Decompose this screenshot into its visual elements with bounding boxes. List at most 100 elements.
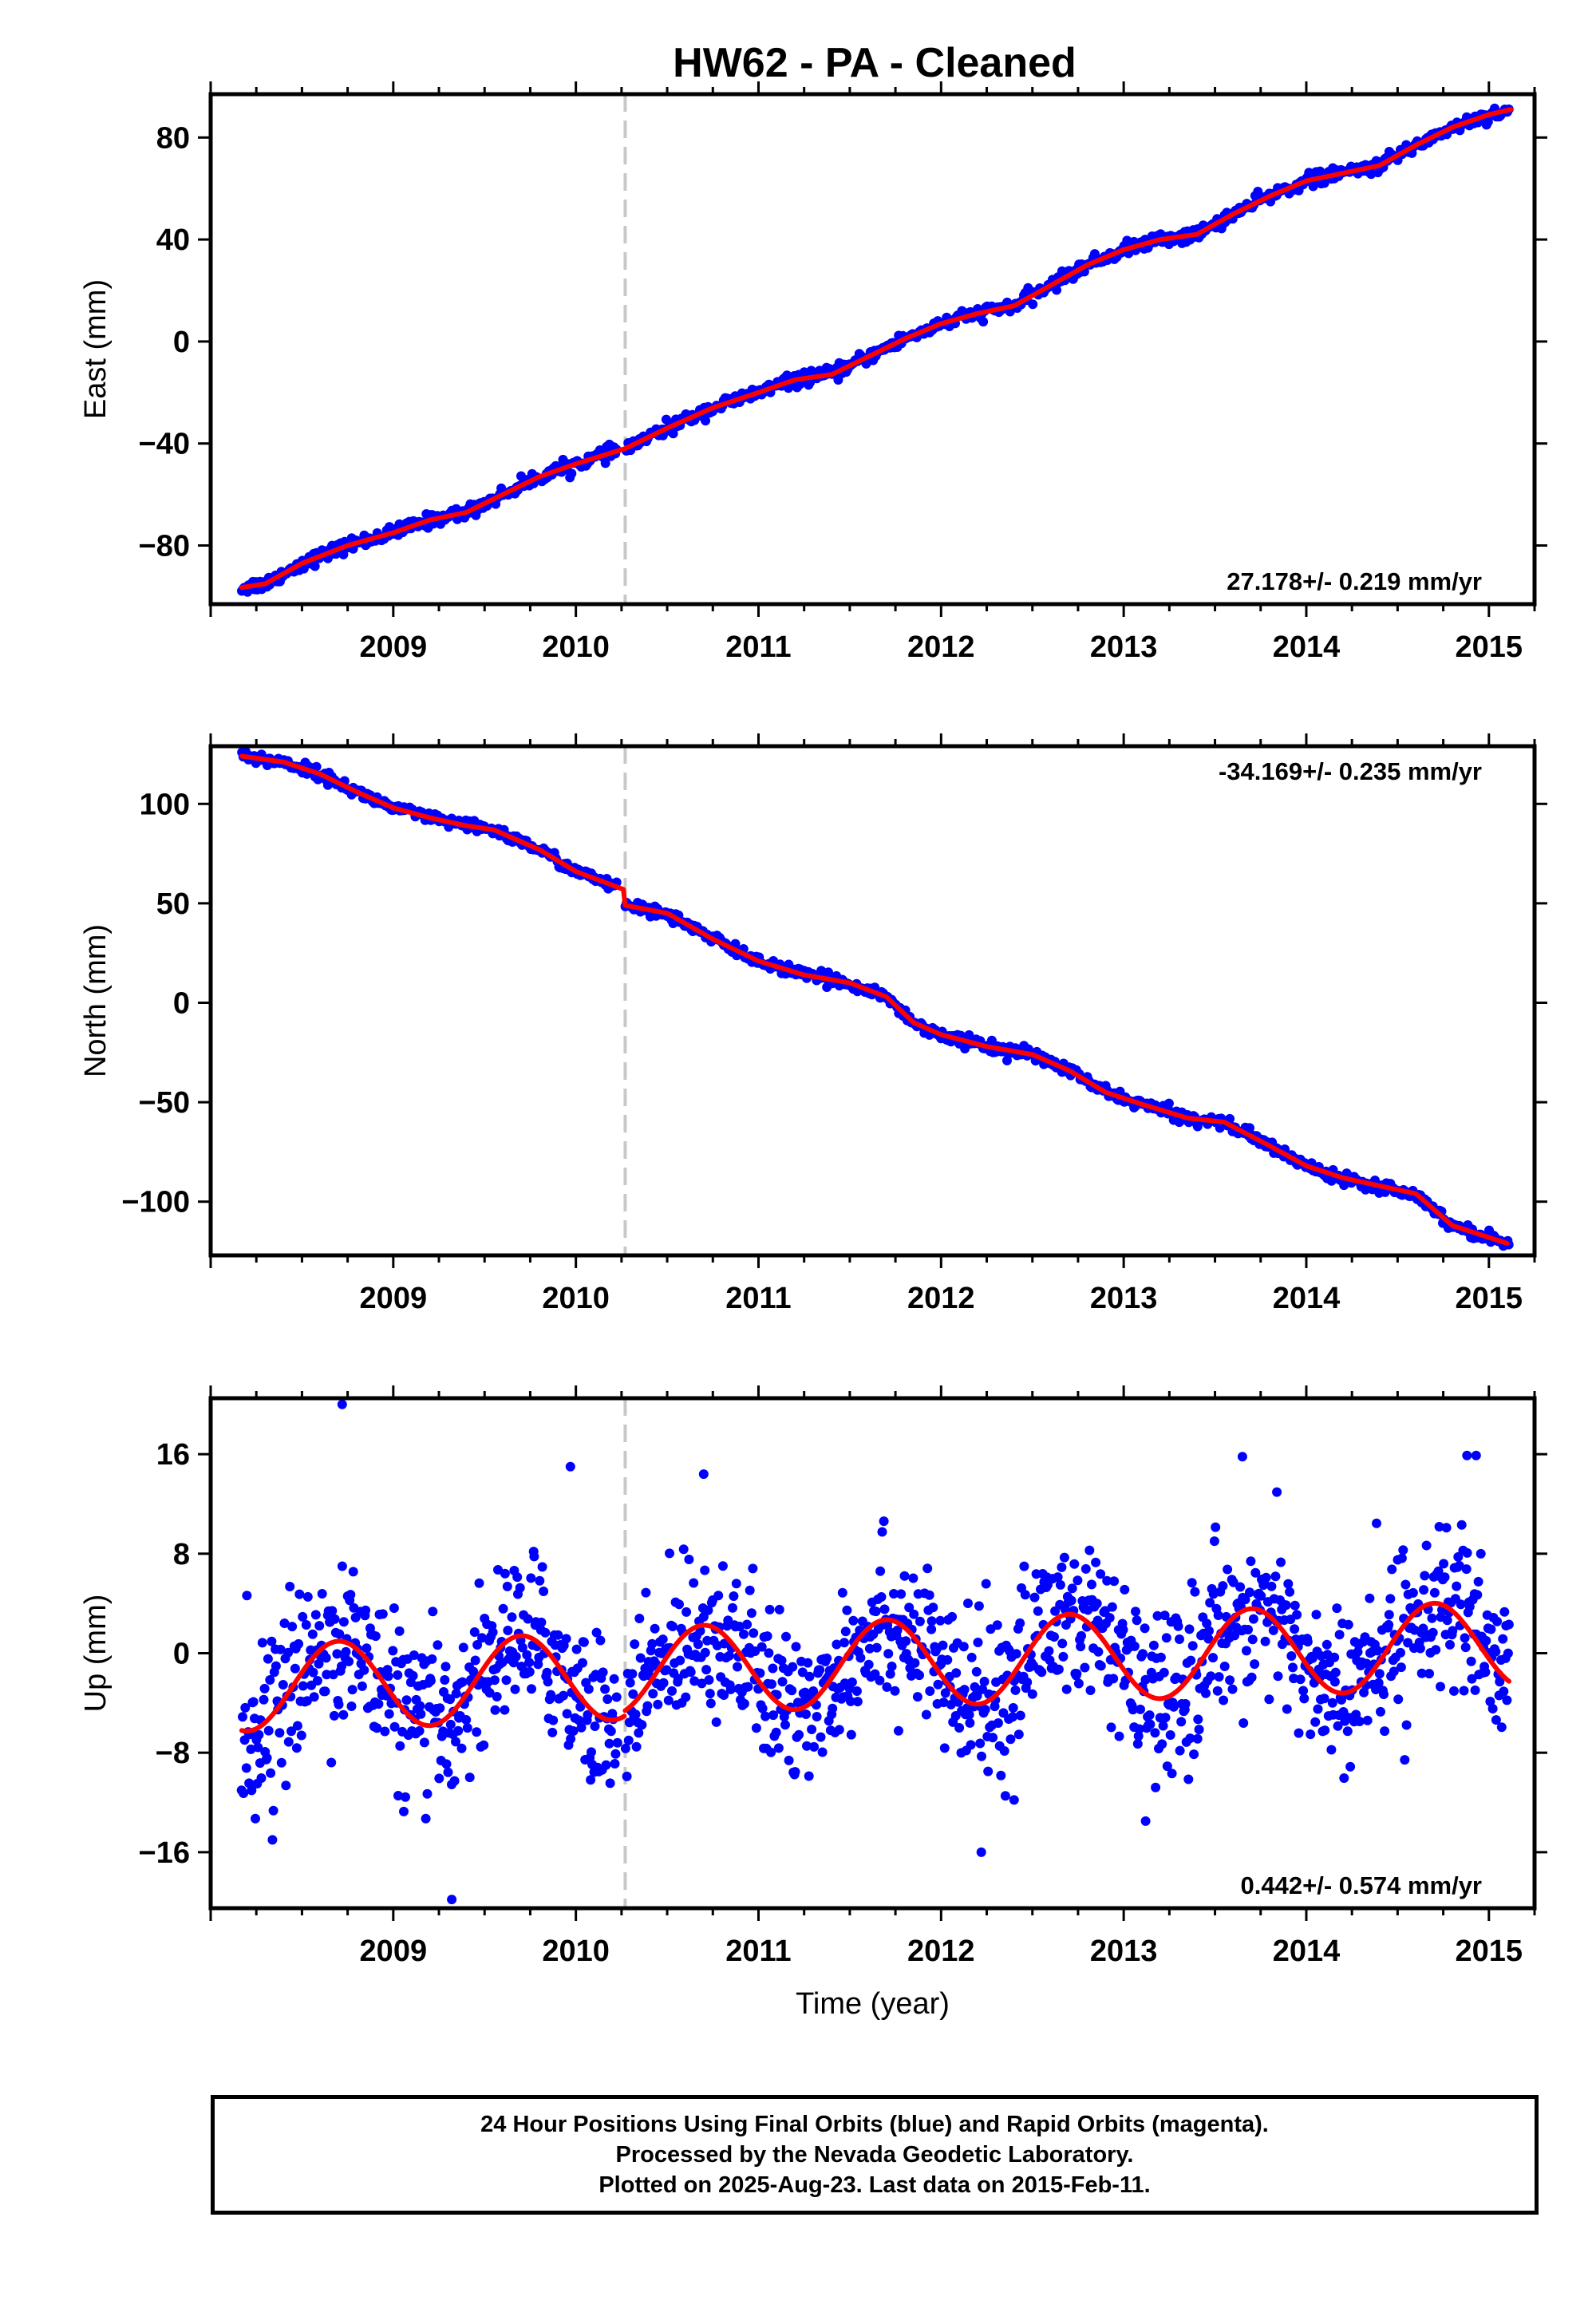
data-point — [1013, 1729, 1024, 1740]
data-point — [1343, 1619, 1353, 1630]
data-point — [1246, 1672, 1257, 1682]
data-point — [700, 1565, 710, 1575]
velocity-rate-label: 27.178+/- 0.219 mm/yr — [1227, 567, 1482, 595]
data-point — [1487, 1704, 1498, 1713]
data-point — [1260, 1636, 1270, 1646]
data-point — [253, 1742, 263, 1753]
data-point — [422, 1788, 433, 1799]
data-point — [1157, 1739, 1167, 1749]
data-point — [540, 1627, 551, 1638]
data-point — [490, 1705, 500, 1715]
data-point — [1161, 1633, 1171, 1643]
data-point — [337, 1661, 346, 1671]
data-point — [470, 1655, 480, 1666]
data-point — [1073, 1678, 1084, 1689]
data-point — [959, 1685, 970, 1695]
data-point — [1238, 1718, 1249, 1728]
data-point — [1456, 1520, 1467, 1530]
data-point — [1292, 1610, 1302, 1620]
data-point — [458, 1642, 468, 1653]
data-point — [719, 1690, 729, 1700]
x-tick-label: 2015 — [1456, 1935, 1523, 1968]
data-point — [1310, 1717, 1321, 1727]
data-point — [705, 1698, 716, 1709]
data-point — [1272, 1487, 1282, 1497]
data-point — [602, 1694, 613, 1705]
data-point — [507, 1612, 517, 1622]
data-point — [1108, 1674, 1119, 1684]
data-point — [922, 1563, 933, 1574]
data-point — [605, 1778, 615, 1788]
data-point — [1186, 1655, 1196, 1666]
data-point — [1250, 1567, 1261, 1578]
data-point — [851, 1686, 862, 1696]
data-point — [1333, 1721, 1343, 1731]
data-point — [751, 1723, 761, 1733]
data-point — [1290, 1600, 1300, 1611]
data-point — [377, 1609, 388, 1619]
data-point — [1193, 1714, 1203, 1725]
data-point — [428, 1607, 438, 1617]
data-point — [587, 1747, 596, 1757]
data-point — [445, 1719, 456, 1729]
data-point — [1499, 1686, 1509, 1697]
data-point — [421, 1813, 431, 1824]
data-point — [653, 1699, 663, 1709]
data-point — [1120, 1584, 1130, 1595]
data-point — [451, 1689, 461, 1699]
data-point — [1183, 1774, 1194, 1784]
data-point — [1329, 1652, 1340, 1662]
data-point — [739, 1629, 749, 1639]
data-point — [1184, 1624, 1195, 1634]
data-point — [693, 1639, 703, 1650]
data-point — [938, 1697, 949, 1708]
data-point — [1131, 1607, 1140, 1617]
data-point — [1165, 1730, 1175, 1740]
data-point — [395, 1741, 405, 1751]
data-point — [1400, 1755, 1410, 1765]
data-point — [1230, 1630, 1240, 1641]
data-point — [409, 1650, 419, 1660]
data-point — [1247, 1634, 1258, 1645]
data-point — [348, 1567, 358, 1577]
data-point — [1428, 1627, 1438, 1638]
data-point — [678, 1544, 689, 1555]
data-point — [713, 1591, 724, 1601]
data-point — [383, 1671, 393, 1682]
data-point — [767, 1679, 776, 1690]
data-point — [1288, 1662, 1298, 1673]
data-point — [938, 1640, 948, 1650]
data-point — [606, 1726, 616, 1737]
data-point — [312, 1676, 322, 1686]
x-ticks-north — [209, 733, 1536, 1268]
data-point — [1329, 1677, 1340, 1687]
data-point — [1415, 1643, 1425, 1654]
data-point — [1243, 1625, 1253, 1634]
data-point — [1077, 1630, 1086, 1641]
data-point — [308, 1667, 318, 1678]
data-point — [1069, 1559, 1080, 1569]
data-point — [338, 1709, 349, 1720]
data-point — [734, 1622, 745, 1631]
data-point — [1158, 1721, 1168, 1731]
data-point — [1449, 1686, 1459, 1696]
data-point — [757, 1703, 768, 1713]
data-point — [1022, 1677, 1033, 1687]
data-point — [973, 1638, 983, 1647]
y-tick-label: 0 — [173, 1638, 190, 1671]
data-point — [309, 1692, 319, 1702]
data-point — [1010, 1685, 1021, 1695]
data-point — [1319, 1694, 1329, 1704]
data-point — [321, 1653, 331, 1663]
data-point — [1020, 1590, 1030, 1600]
data-point — [812, 1712, 822, 1721]
data-point — [440, 1662, 451, 1672]
data-point — [875, 1566, 886, 1576]
data-point — [625, 1678, 635, 1688]
data-point — [1156, 1652, 1166, 1662]
x-tick-label: 2012 — [907, 1935, 975, 1968]
data-point — [488, 1627, 498, 1638]
data-point — [675, 1655, 685, 1666]
data-point — [1448, 1626, 1458, 1636]
data-point — [1140, 1674, 1151, 1685]
